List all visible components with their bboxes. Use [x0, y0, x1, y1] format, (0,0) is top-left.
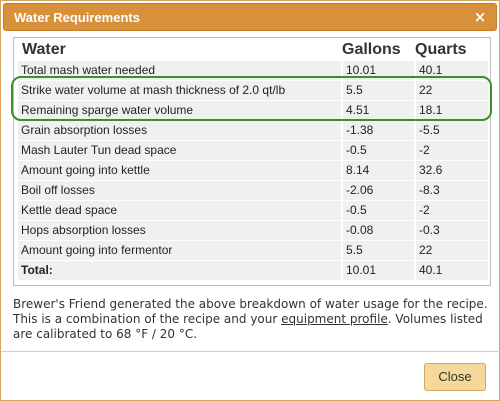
- explanation-note: Brewer's Friend generated the above brea…: [13, 297, 491, 342]
- row-quarts: 22: [414, 79, 488, 100]
- row-label: Remaining sparge water volume: [18, 99, 342, 120]
- row-gallons: 5.5: [341, 79, 415, 100]
- table-row: Total mash water needed 10.01 40.1: [18, 59, 488, 80]
- row-label: Hops absorption losses: [18, 219, 342, 240]
- table-row: Grain absorption losses -1.38 -5.5: [18, 119, 488, 140]
- table-row: Remaining sparge water volume 4.51 18.1: [18, 99, 488, 120]
- table-total-row: Total: 10.01 40.1: [18, 259, 488, 280]
- row-quarts: -2: [414, 139, 488, 160]
- row-quarts: -5.5: [414, 119, 488, 140]
- equipment-profile-link[interactable]: equipment profile: [281, 312, 388, 326]
- row-gallons: 8.14: [341, 159, 415, 180]
- row-label: Amount going into kettle: [18, 159, 342, 180]
- row-label: Total mash water needed: [18, 59, 342, 80]
- table-row: Boil off losses -2.06 -8.3: [18, 179, 488, 200]
- row-quarts: 18.1: [414, 99, 488, 120]
- close-button[interactable]: Close: [424, 363, 486, 391]
- total-gallons: 10.01: [341, 259, 415, 280]
- row-label: Amount going into fermentor: [18, 239, 342, 260]
- water-table-container: Water Gallons Quarts Total mash water ne…: [13, 37, 491, 286]
- row-gallons: 10.01: [341, 59, 415, 80]
- row-label: Strike water volume at mash thickness of…: [18, 79, 342, 100]
- row-quarts: 32.6: [414, 159, 488, 180]
- row-quarts: 40.1: [414, 59, 488, 80]
- row-quarts: -2: [414, 199, 488, 220]
- total-label: Total:: [18, 259, 342, 280]
- row-quarts: -8.3: [414, 179, 488, 200]
- header-gallons: Gallons: [342, 40, 401, 58]
- row-gallons: 4.51: [341, 99, 415, 120]
- table-header-row: Water Gallons Quarts: [18, 40, 488, 60]
- note-text-before: Brewer's Friend generated the above brea…: [13, 297, 488, 326]
- row-label: Grain absorption losses: [18, 119, 342, 140]
- table-row: Mash Lauter Tun dead space -0.5 -2: [18, 139, 488, 160]
- close-icon[interactable]: ×: [473, 8, 487, 26]
- row-label: Kettle dead space: [18, 199, 342, 220]
- row-gallons: -2.06: [341, 179, 415, 200]
- dialog-titlebar[interactable]: Water Requirements ×: [3, 3, 497, 31]
- table-row: Amount going into kettle 8.14 32.6: [18, 159, 488, 180]
- row-label: Boil off losses: [18, 179, 342, 200]
- table-row: Strike water volume at mash thickness of…: [18, 79, 488, 100]
- row-gallons: -0.08: [341, 219, 415, 240]
- total-quarts: 40.1: [414, 259, 488, 280]
- water-table: Water Gallons Quarts Total mash water ne…: [18, 40, 488, 280]
- table-row: Amount going into fermentor 5.5 22: [18, 239, 488, 260]
- footer-divider: [1, 351, 500, 352]
- table-row: Hops absorption losses -0.08 -0.3: [18, 219, 488, 240]
- row-quarts: 22: [414, 239, 488, 260]
- dialog-title: Water Requirements: [14, 10, 140, 25]
- row-quarts: -0.3: [414, 219, 488, 240]
- row-gallons: -1.38: [341, 119, 415, 140]
- note-text-after: . Volumes listed are calibrated to 68 °F…: [13, 312, 483, 341]
- row-label: Mash Lauter Tun dead space: [18, 139, 342, 160]
- table-row: Kettle dead space -0.5 -2: [18, 199, 488, 220]
- row-gallons: -0.5: [341, 139, 415, 160]
- header-quarts: Quarts: [415, 40, 467, 58]
- row-gallons: 5.5: [341, 239, 415, 260]
- row-gallons: -0.5: [341, 199, 415, 220]
- header-water: Water: [22, 40, 66, 58]
